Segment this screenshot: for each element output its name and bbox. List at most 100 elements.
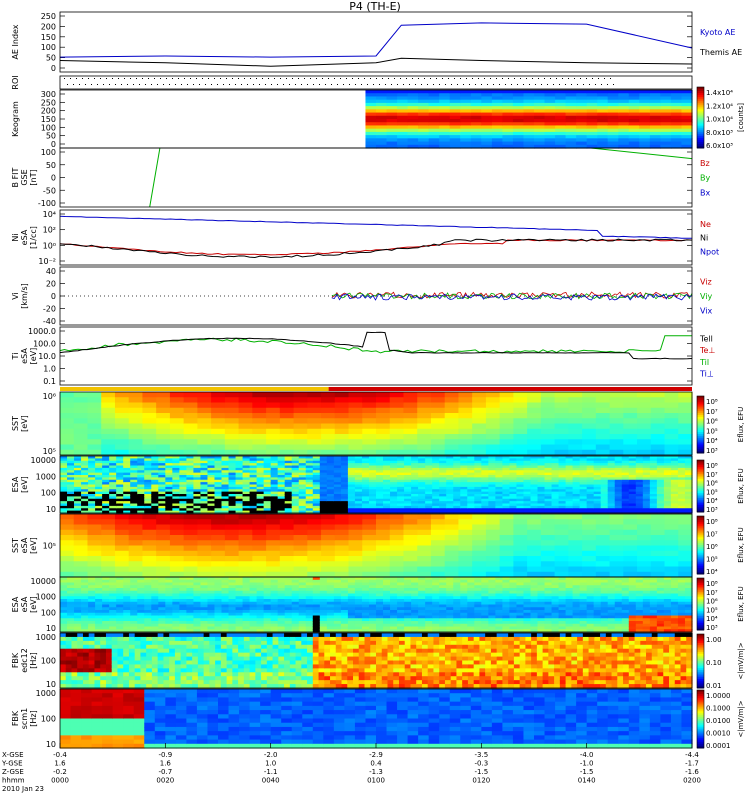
- sst2-cell: [623, 519, 637, 525]
- sst2-cell: [431, 519, 445, 525]
- sst1-cell: [637, 439, 651, 445]
- sst2-cell: [403, 540, 417, 546]
- sst2-cell: [101, 535, 115, 541]
- sst2-cell: [170, 540, 184, 546]
- sst2-cell: [170, 535, 184, 541]
- sst1-cell: [623, 429, 637, 435]
- sst2-cell: [431, 561, 445, 567]
- sst2-cell: [417, 535, 431, 541]
- sst1-cell: [431, 439, 445, 445]
- sst2-cell: [555, 525, 569, 531]
- sst1-cell: [266, 392, 280, 398]
- sst2-cell: [170, 519, 184, 525]
- sst2-cell: [458, 530, 472, 536]
- sst1-cell: [637, 434, 651, 440]
- sst2-cell: [596, 535, 610, 541]
- sst2-cell: [211, 551, 225, 557]
- sst2-cell: [294, 556, 308, 562]
- sst1-cell: [321, 418, 335, 424]
- sst1-cell: [142, 418, 156, 424]
- sst2-cell: [101, 530, 115, 536]
- sst1-cell: [527, 434, 541, 440]
- sst2-cell: [445, 567, 459, 573]
- sst1-cell: [665, 392, 679, 398]
- sst2-cell: [87, 525, 101, 531]
- sst1-cell: [610, 429, 624, 435]
- sst1-cell: [280, 439, 294, 445]
- sst1-cell: [596, 403, 610, 409]
- sst1-cell: [60, 408, 74, 414]
- sst1-cell: [665, 439, 679, 445]
- sst2-cell: [513, 556, 527, 562]
- sst1-cell: [445, 392, 459, 398]
- sst1-cell: [211, 429, 225, 435]
- sst2-cell: [376, 525, 390, 531]
- sst2-cell: [362, 540, 376, 546]
- sst1-cell: [513, 439, 527, 445]
- sst1-cell: [321, 413, 335, 419]
- sst2-cell: [156, 530, 170, 536]
- vi-ylabel: Vi: [11, 292, 20, 300]
- ae-legend-item: Themis AE: [699, 48, 742, 57]
- sst2-cell: [568, 535, 582, 541]
- sst1-cell: [513, 392, 527, 398]
- sst2-cell: [225, 561, 239, 567]
- sst2-cell: [472, 556, 486, 562]
- sst2-cell: [665, 540, 679, 546]
- sst1-cell: [101, 434, 115, 440]
- sst2-cell: [225, 530, 239, 536]
- sst2-cell: [376, 535, 390, 541]
- sst1-cell: [252, 434, 266, 440]
- sst1-cell: [252, 429, 266, 435]
- colorbar-title: Eflux, EFU: [737, 527, 745, 562]
- sst1-cell: [129, 439, 143, 445]
- sst1-cell: [417, 434, 431, 440]
- sst2-cell: [184, 561, 198, 567]
- sst1-cell: [555, 408, 569, 414]
- sst2-cell: [596, 551, 610, 557]
- ni-legend-item: Ne: [700, 220, 711, 229]
- sst1-cell: [170, 403, 184, 409]
- sst1-cell: [596, 418, 610, 424]
- sst1-cell: [335, 445, 349, 451]
- sst1-cell: [403, 413, 417, 419]
- sst2-cell: [527, 567, 541, 573]
- sst1-cell: [252, 408, 266, 414]
- sst2-cell: [513, 535, 527, 541]
- sst1-cell: [321, 434, 335, 440]
- sst2-cell: [568, 514, 582, 520]
- sst1-cell: [541, 413, 555, 419]
- sst2-cell: [74, 567, 88, 573]
- sst1-cell: [225, 445, 239, 451]
- sst2-cell: [307, 567, 321, 573]
- sst2-cell: [527, 535, 541, 541]
- sst2-cell: [115, 567, 129, 573]
- kp-ylabel: Keogram: [11, 101, 20, 137]
- sst1-cell: [280, 413, 294, 419]
- sst2-cell: [362, 514, 376, 520]
- sst2-cell: [60, 546, 74, 552]
- sst2-cell: [376, 514, 390, 520]
- sst1-cell: [142, 413, 156, 419]
- sst1-cell: [582, 439, 596, 445]
- colorbar-tick-label: 0.0001: [706, 742, 731, 750]
- sst1-cell: [307, 429, 321, 435]
- sst2-cell: [472, 535, 486, 541]
- sst1-cell: [596, 424, 610, 430]
- sst2-cell: [74, 551, 88, 557]
- sst1-cell: [637, 429, 651, 435]
- sst1-cell: [197, 424, 211, 430]
- sst1-cell: [197, 439, 211, 445]
- sst2-cell: [280, 551, 294, 557]
- sst2-cell: [307, 530, 321, 536]
- sst1-cell: [678, 445, 692, 451]
- sst2-cell: [335, 519, 349, 525]
- sst2-cell: [513, 514, 527, 520]
- sst1-cell: [582, 429, 596, 435]
- sst2-cell: [527, 540, 541, 546]
- sst1-cell: [225, 429, 239, 435]
- sst1-cell: [129, 418, 143, 424]
- sst1-cell: [321, 397, 335, 403]
- sst2-cell: [623, 540, 637, 546]
- sst1-cell: [156, 424, 170, 430]
